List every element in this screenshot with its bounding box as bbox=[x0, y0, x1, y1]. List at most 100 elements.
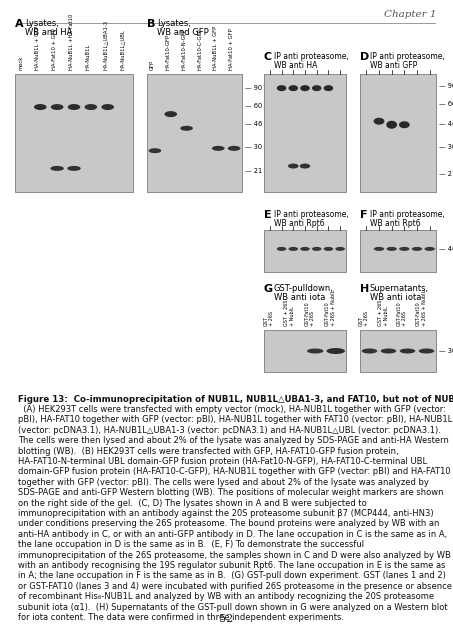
Text: HA-NuB1L + GFP: HA-NuB1L + GFP bbox=[213, 26, 218, 70]
Text: HA-Fat10-N-GFP: HA-Fat10-N-GFP bbox=[182, 28, 187, 70]
Text: — 90: — 90 bbox=[439, 83, 453, 89]
Ellipse shape bbox=[67, 166, 81, 171]
FancyBboxPatch shape bbox=[360, 330, 436, 372]
Ellipse shape bbox=[327, 348, 345, 354]
Ellipse shape bbox=[34, 104, 47, 110]
Ellipse shape bbox=[374, 247, 384, 251]
Text: — 21: — 21 bbox=[439, 172, 453, 177]
Text: Lysates,: Lysates, bbox=[157, 19, 191, 28]
Ellipse shape bbox=[212, 146, 225, 151]
Ellipse shape bbox=[300, 85, 310, 91]
Ellipse shape bbox=[312, 247, 322, 251]
Text: — 46: — 46 bbox=[439, 246, 453, 252]
Ellipse shape bbox=[50, 166, 64, 171]
Text: — 46: — 46 bbox=[245, 120, 262, 127]
Ellipse shape bbox=[289, 247, 298, 251]
Text: — 60: — 60 bbox=[439, 100, 453, 106]
Ellipse shape bbox=[277, 85, 286, 91]
Ellipse shape bbox=[323, 85, 333, 91]
Ellipse shape bbox=[288, 164, 299, 168]
Ellipse shape bbox=[300, 247, 310, 251]
Text: — 30: — 30 bbox=[439, 144, 453, 150]
Text: HA-Fat10-GFP: HA-Fat10-GFP bbox=[166, 34, 171, 70]
Text: HA-Fat10 + GFP: HA-Fat10 + GFP bbox=[229, 28, 234, 70]
Text: B: B bbox=[147, 19, 155, 29]
Ellipse shape bbox=[51, 104, 63, 110]
FancyBboxPatch shape bbox=[264, 230, 346, 272]
FancyBboxPatch shape bbox=[360, 230, 436, 272]
FancyBboxPatch shape bbox=[264, 74, 346, 192]
Ellipse shape bbox=[399, 247, 410, 251]
Text: WB anti iota: WB anti iota bbox=[370, 293, 421, 302]
Text: IP anti proteasome,: IP anti proteasome, bbox=[370, 210, 445, 219]
Text: HA-Fat10 + GFP: HA-Fat10 + GFP bbox=[52, 28, 57, 70]
Ellipse shape bbox=[312, 85, 322, 91]
Text: E: E bbox=[264, 210, 272, 220]
Text: D: D bbox=[360, 52, 369, 62]
Ellipse shape bbox=[149, 148, 161, 153]
Text: GST + 26S
+ NubIL: GST + 26S + NubIL bbox=[378, 300, 389, 326]
Text: — 21: — 21 bbox=[245, 168, 262, 173]
Text: — 30: — 30 bbox=[245, 144, 262, 150]
Ellipse shape bbox=[381, 349, 396, 353]
Text: HA-NuB1L +HA-Fat10: HA-NuB1L +HA-Fat10 bbox=[69, 13, 74, 70]
Ellipse shape bbox=[335, 247, 345, 251]
Ellipse shape bbox=[399, 121, 410, 128]
FancyBboxPatch shape bbox=[147, 74, 242, 192]
Text: IP anti proteasome,: IP anti proteasome, bbox=[274, 210, 349, 219]
Text: Lysates,: Lysates, bbox=[25, 19, 59, 28]
Text: (A) HEK293T cells were transfected with empty vector (mock), HA-NUB1L together w: (A) HEK293T cells were transfected with … bbox=[18, 405, 452, 622]
Text: WB anti iota: WB anti iota bbox=[274, 293, 325, 302]
Text: — 90: — 90 bbox=[245, 85, 262, 91]
Text: GST
+ 26S: GST + 26S bbox=[264, 311, 274, 326]
Text: 52: 52 bbox=[219, 614, 234, 624]
Text: F: F bbox=[360, 210, 367, 220]
Ellipse shape bbox=[164, 111, 177, 117]
Text: HA-NuB1L△UBA1-3: HA-NuB1L△UBA1-3 bbox=[103, 20, 108, 70]
Text: IP anti proteasome,: IP anti proteasome, bbox=[370, 52, 445, 61]
Ellipse shape bbox=[67, 104, 80, 110]
Text: — 30: — 30 bbox=[439, 348, 453, 354]
Text: WB and HA: WB and HA bbox=[25, 28, 72, 37]
Text: — 60: — 60 bbox=[245, 103, 262, 109]
Ellipse shape bbox=[85, 104, 97, 110]
Ellipse shape bbox=[386, 247, 397, 251]
Text: mock: mock bbox=[19, 56, 24, 70]
FancyBboxPatch shape bbox=[264, 330, 346, 372]
Ellipse shape bbox=[412, 247, 422, 251]
FancyBboxPatch shape bbox=[360, 74, 436, 192]
Text: GST-Fat10
+ 26S + NubIL: GST-Fat10 + 26S + NubIL bbox=[325, 290, 336, 326]
Ellipse shape bbox=[400, 349, 415, 353]
Text: HA-NuB1L△UBL: HA-NuB1L△UBL bbox=[120, 29, 125, 70]
Text: WB anti Rpt6: WB anti Rpt6 bbox=[274, 219, 325, 228]
Ellipse shape bbox=[361, 349, 377, 353]
Text: Chapter 1: Chapter 1 bbox=[385, 10, 437, 19]
Ellipse shape bbox=[323, 247, 333, 251]
Text: C: C bbox=[264, 52, 272, 62]
Text: A: A bbox=[15, 19, 24, 29]
FancyBboxPatch shape bbox=[15, 74, 133, 192]
Text: WB anti HA: WB anti HA bbox=[274, 61, 318, 70]
Ellipse shape bbox=[101, 104, 114, 110]
Text: G: G bbox=[264, 284, 273, 294]
Text: GST-Fat10
+ 26S + NubIL: GST-Fat10 + 26S + NubIL bbox=[416, 290, 427, 326]
Ellipse shape bbox=[419, 349, 434, 353]
Text: WB and GFP: WB and GFP bbox=[157, 28, 209, 37]
Text: Supernatants,: Supernatants, bbox=[370, 284, 429, 293]
Text: IP anti proteasome,: IP anti proteasome, bbox=[274, 52, 349, 61]
Ellipse shape bbox=[386, 121, 397, 129]
Text: WB anti GFP: WB anti GFP bbox=[370, 61, 417, 70]
Text: HA-NuB1L + GFP: HA-NuB1L + GFP bbox=[35, 26, 40, 70]
Text: GST-Fat10
+ 26S: GST-Fat10 + 26S bbox=[397, 301, 408, 326]
Text: Figure 13:  Co-immunoprecipitation of NUB1L, NUB1L△UBA1-3, and FAT10, but not of: Figure 13: Co-immunoprecipitation of NUB… bbox=[18, 395, 453, 404]
Ellipse shape bbox=[180, 126, 193, 131]
Text: — 46: — 46 bbox=[439, 120, 453, 127]
Text: GST
+ 26S: GST + 26S bbox=[359, 311, 370, 326]
Text: GST + 26S
+ NubIL: GST + 26S + NubIL bbox=[284, 300, 295, 326]
Text: HA-NuB1L: HA-NuB1L bbox=[86, 44, 91, 70]
Ellipse shape bbox=[374, 118, 385, 125]
Ellipse shape bbox=[300, 164, 310, 168]
Ellipse shape bbox=[289, 85, 298, 91]
Text: GST-pulldown,: GST-pulldown, bbox=[274, 284, 334, 293]
Text: H: H bbox=[360, 284, 369, 294]
